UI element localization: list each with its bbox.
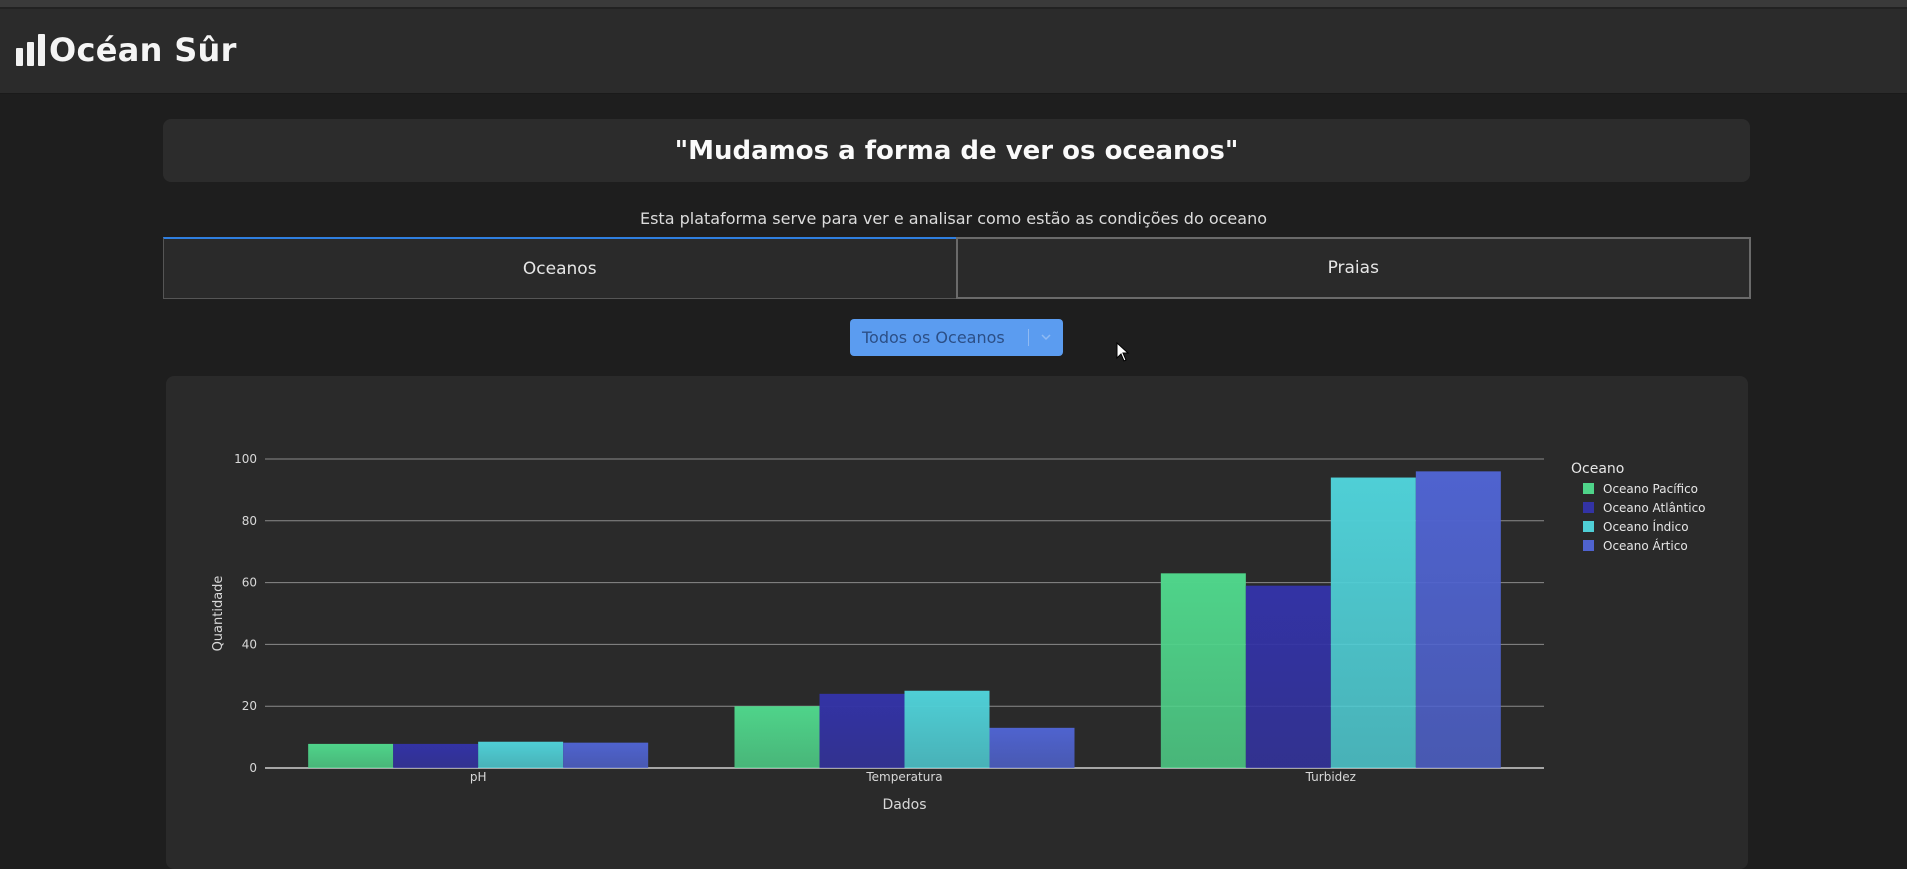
- mouse-cursor-icon: [1116, 342, 1130, 362]
- x-tick-label: Turbidez: [1305, 770, 1356, 784]
- hero-quote: "Mudamos a forma de ver os oceanos": [674, 135, 1239, 166]
- ocean-select-value: Todos os Oceanos: [862, 328, 1005, 347]
- legend-item-label: Oceano Ártico: [1603, 538, 1688, 553]
- navbar: Océan Sûr: [0, 9, 1907, 94]
- bar: [563, 742, 649, 768]
- legend-swatch: [1583, 521, 1594, 532]
- bar: [734, 706, 820, 768]
- y-tick-label: 60: [242, 576, 257, 590]
- bar-chart: 0 20 40 60 80 100 pH Temperatura Turbidez Dados Qu…: [211, 452, 1706, 813]
- window-top-strip: [0, 0, 1907, 9]
- brand-title: Océan Sûr: [49, 31, 237, 69]
- legend-swatch: [1583, 502, 1594, 513]
- x-tick-label: Temperatura: [865, 770, 942, 784]
- y-tick-label: 40: [242, 637, 257, 651]
- y-axis-title: Quantidade: [211, 576, 226, 652]
- bar: [989, 727, 1075, 768]
- x-axis-title: Dados: [882, 797, 926, 813]
- bar: [1245, 585, 1331, 768]
- x-tick-label: pH: [470, 770, 487, 784]
- bar: [1330, 477, 1416, 768]
- bar: [819, 693, 905, 768]
- tab-praias[interactable]: Praias: [955, 237, 1751, 299]
- bar: [393, 743, 479, 768]
- bar: [308, 743, 394, 768]
- bar: [904, 690, 990, 768]
- legend-title: Oceano: [1571, 461, 1624, 477]
- bar: [1415, 471, 1501, 768]
- legend-item-label: Oceano Índico: [1603, 519, 1689, 534]
- y-tick-label: 80: [242, 514, 257, 528]
- chart-card: 0 20 40 60 80 100 pH Temperatura Turbidez Dados Qu…: [166, 376, 1748, 869]
- page-subtitle: Esta plataforma serve para ver e analisa…: [639, 209, 1267, 228]
- bar: [1160, 573, 1246, 768]
- y-tick-label: 20: [242, 699, 257, 713]
- ocean-select[interactable]: Todos os Oceanos: [850, 319, 1063, 356]
- legend-swatch: [1583, 540, 1594, 551]
- select-separator: [1028, 329, 1029, 346]
- y-tick-label: 100: [234, 452, 257, 466]
- hero-banner: "Mudamos a forma de ver os oceanos": [163, 119, 1750, 182]
- bar: [478, 741, 564, 768]
- legend-item-label: Oceano Atlântico: [1603, 501, 1706, 515]
- legend-swatch: [1583, 483, 1594, 494]
- tab-oceanos[interactable]: Oceanos: [163, 237, 956, 299]
- chevron-down-icon[interactable]: [1041, 333, 1051, 341]
- y-tick-label: 0: [249, 761, 257, 775]
- bar-chart-icon: [16, 34, 45, 66]
- brand[interactable]: Océan Sûr: [16, 31, 237, 69]
- tab-bar: Oceanos Praias: [163, 237, 1751, 299]
- legend-item-label: Oceano Pacífico: [1603, 482, 1698, 496]
